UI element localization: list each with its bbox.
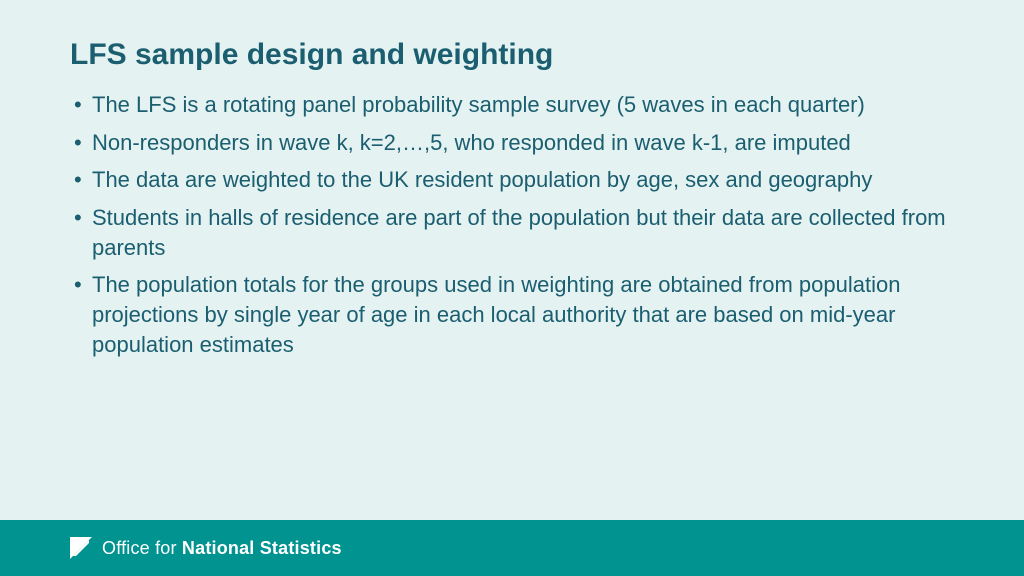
slide: LFS sample design and weighting The LFS … <box>0 0 1024 576</box>
list-item: The LFS is a rotating panel probability … <box>70 90 954 120</box>
ons-logo: Office for National Statistics <box>70 537 342 559</box>
list-item: Students in halls of residence are part … <box>70 203 954 262</box>
bullet-list: The LFS is a rotating panel probability … <box>70 90 954 360</box>
ons-logo-icon <box>70 537 92 559</box>
slide-title: LFS sample design and weighting <box>70 38 954 72</box>
footer-bar: Office for National Statistics <box>0 520 1024 576</box>
content-area: LFS sample design and weighting The LFS … <box>0 0 1024 368</box>
list-item: The population totals for the groups use… <box>70 270 954 359</box>
list-item: The data are weighted to the UK resident… <box>70 165 954 195</box>
list-item: Non-responders in wave k, k=2,…,5, who r… <box>70 128 954 158</box>
ons-logo-text: Office for National Statistics <box>102 538 342 559</box>
logo-prefix: Office for <box>102 538 182 558</box>
logo-bold: National Statistics <box>182 538 342 558</box>
